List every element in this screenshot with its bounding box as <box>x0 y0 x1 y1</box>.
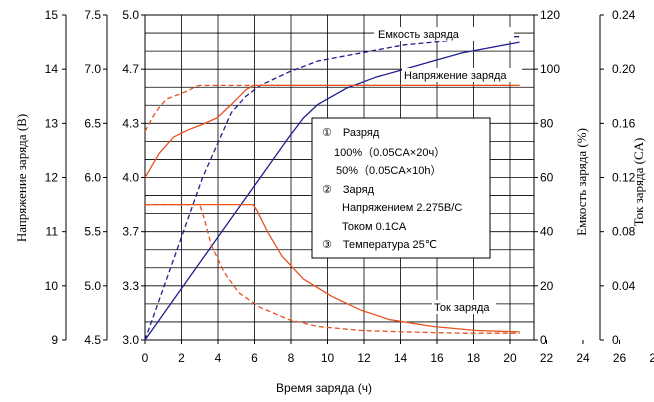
left-axis-voltage-tick-label: 10 <box>45 279 59 293</box>
right-axis-capacity-tick-label: 40 <box>540 225 554 239</box>
x-axis-tick-label: 12 <box>357 351 371 365</box>
series-current-solid <box>145 203 520 333</box>
x-axis-tick-label: 6 <box>251 351 258 365</box>
annotation-box-frame <box>311 117 491 259</box>
right-axis-capacity-tick-label: 100 <box>540 62 560 76</box>
current-label-bg <box>432 300 496 314</box>
left-axis-voltage-cell-tick-label: 3.0 <box>122 333 139 347</box>
left-axis-voltage-cell-tick-label: 5.0 <box>122 8 139 22</box>
left-axis-voltage-tick-label: 15 <box>45 8 59 22</box>
left-axis-voltage-tick-label: 12 <box>45 171 59 185</box>
right-axis-current: 0.24 0.20 0.16 0.12 0.08 0.04 0 <box>599 8 636 347</box>
annotation-box: ① Разряд 100%（0.05CA×20ч） 50%（0.05CA×10h… <box>311 117 491 259</box>
left-axis-voltage-tick-label: 13 <box>45 116 59 130</box>
right-axis-capacity-title: Емкость заряда (%) <box>574 128 589 236</box>
left-axis-voltage-6v-tick-label: 5.0 <box>84 279 101 293</box>
left-axis-voltage-6v-tick-label: 6.5 <box>84 116 101 130</box>
left-axis-voltage-6v: 7.5 7.0 6.5 6.0 5.5 5.0 4.5 <box>84 8 108 347</box>
x-axis-tick-label: 26 <box>613 351 627 365</box>
annotation-line-3: 50%（0.05CA×10h） <box>336 164 441 177</box>
right-axis-current-tick-label: 0.20 <box>612 62 636 76</box>
x-axis-tick-label: 2 <box>178 351 185 365</box>
annotation-line-6: Током 0.1CA <box>342 221 407 233</box>
annotation-line-2: 100%（0.05CA×20ч） <box>334 146 445 159</box>
left-axis-voltage-cell-tick-label: 4.7 <box>122 62 139 76</box>
left-axis-voltage-cell-tick-label: 4.0 <box>122 171 139 185</box>
x-axis-tick-label: 8 <box>288 351 295 365</box>
left-axis-voltage: 15 14 13 12 11 10 9 <box>45 8 67 347</box>
series-capacity-solid <box>144 41 520 341</box>
x-axis-tick-label: 14 <box>394 351 408 365</box>
right-axis-current-tick-label: 0.16 <box>612 116 636 130</box>
series-capacity-dashed <box>144 36 520 341</box>
right-axis-current-tick-label: 0 <box>612 333 619 347</box>
x-axis-tick-label: 20 <box>503 351 517 365</box>
x-axis-tick-label: 16 <box>430 351 444 365</box>
left-axis-voltage-tick-label: 11 <box>46 225 59 239</box>
left-axis-voltage-6v-tick-label: 6.0 <box>84 171 101 185</box>
annotation-line-4: ② Заряд <box>322 184 375 196</box>
right-axis-current-title: Ток заряда (CA) <box>631 138 646 227</box>
right-axis-capacity-tick-label: 120 <box>540 8 560 22</box>
right-axis-current-tick-label: 0.04 <box>612 279 636 293</box>
left-axis-voltage-cell: 5.0 4.7 4.3 4.0 3.7 3.3 3.0 <box>122 8 146 347</box>
curve-label-voltage: Напряжение заряда <box>404 70 507 82</box>
left-axis-voltage-tick-label: 14 <box>45 62 59 76</box>
left-axis-voltage-cell-tick-label: 3.3 <box>122 279 139 293</box>
series-voltage-dashed <box>144 84 520 132</box>
x-axis-tick-label: 22 <box>540 351 554 365</box>
right-axis-current-tick-label: 0.08 <box>612 225 636 239</box>
annotation-line-5: Напряжением 2.275В/С <box>342 202 462 214</box>
curve-label-capacity: Емкость заряда <box>378 29 460 41</box>
x-axis-tick-label: 28 <box>649 351 654 365</box>
series-layer <box>144 36 520 341</box>
right-axis-capacity-tick-label: 60 <box>540 171 554 185</box>
left-axis-voltage-6v-tick-label: 5.5 <box>84 225 101 239</box>
right-axis-capacity: 120 100 80 60 40 20 0 <box>533 8 560 347</box>
capacity-label-bg <box>374 27 514 41</box>
right-axis-current-tick-label: 0.24 <box>612 8 636 22</box>
voltage-label-bg <box>402 68 522 82</box>
series-current-dashed <box>145 203 520 334</box>
x-axis-tick-label: 0 <box>142 351 149 365</box>
right-axis-capacity-tick-label: 20 <box>540 279 554 293</box>
left-axis-voltage-cell-tick-label: 3.7 <box>122 225 139 239</box>
right-axis-current-tick-label: 0.12 <box>612 171 636 185</box>
curve-label-current: Ток заряда <box>434 302 490 314</box>
left-axis-title: Напряжение заряда (В) <box>14 114 29 242</box>
x-axis-title: Время заряда (ч) <box>276 381 372 395</box>
left-axis-voltage-tick-label: 9 <box>51 333 58 347</box>
x-axis-tick-label: 10 <box>321 351 335 365</box>
x-axis-tick-label: 24 <box>576 351 590 365</box>
annotation-line-7: ③ Температура 25℃ <box>322 239 437 251</box>
left-axis-voltage-cell-tick-label: 4.3 <box>122 116 139 130</box>
right-axis-capacity-tick-label: 80 <box>540 116 554 130</box>
x-axis-tick-label: 18 <box>467 351 481 365</box>
x-axis-tick-label: 4 <box>215 351 222 365</box>
left-axis-voltage-6v-tick-label: 7.5 <box>84 8 101 22</box>
right-axis-capacity-tick-label: 0 <box>540 333 547 347</box>
left-axis-voltage-6v-tick-label: 7.0 <box>84 62 101 76</box>
x-axis: 0246810121416182022242628 <box>142 340 654 365</box>
left-axis-voltage-6v-tick-label: 4.5 <box>84 333 101 347</box>
annotation-line-1: ① Разряд <box>322 127 380 139</box>
